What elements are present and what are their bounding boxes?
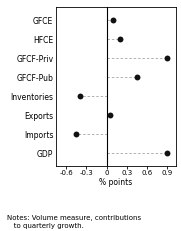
- Point: [119, 37, 122, 41]
- Point: [136, 75, 138, 79]
- Point: [112, 18, 115, 22]
- Point: [166, 151, 169, 155]
- Text: Notes: Volume measure, contributions
   to quarterly growth.: Notes: Volume measure, contributions to …: [7, 215, 141, 229]
- Point: [75, 132, 78, 136]
- Point: [166, 56, 169, 60]
- Point: [78, 94, 81, 98]
- Point: [109, 113, 111, 117]
- X-axis label: % points: % points: [99, 178, 132, 187]
